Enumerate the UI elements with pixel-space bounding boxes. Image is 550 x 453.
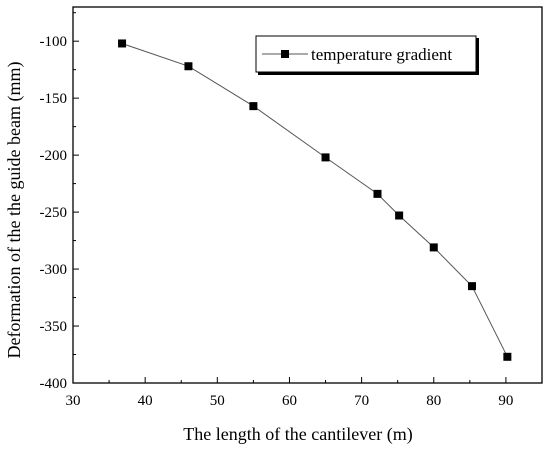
data-point bbox=[503, 352, 512, 361]
data-point bbox=[184, 62, 193, 71]
x-tick-label: 80 bbox=[426, 393, 441, 409]
x-tick-label: 40 bbox=[138, 393, 153, 409]
data-point bbox=[395, 211, 404, 220]
x-tick-label: 90 bbox=[498, 393, 513, 409]
x-tick-label: 70 bbox=[354, 393, 369, 409]
data-point bbox=[321, 153, 330, 162]
series-layer bbox=[118, 39, 512, 361]
data-point bbox=[118, 39, 127, 48]
y-tick-label: -250 bbox=[40, 205, 68, 221]
legend-shadow bbox=[258, 72, 479, 75]
y-tick-label: -200 bbox=[40, 148, 68, 164]
x-tick-label: 60 bbox=[282, 393, 297, 409]
data-point bbox=[429, 243, 438, 252]
y-tick-label: -350 bbox=[40, 319, 68, 335]
x-tick-label: 30 bbox=[66, 393, 81, 409]
data-point bbox=[249, 102, 258, 111]
y-tick-label: -150 bbox=[40, 91, 68, 107]
legend-shadow bbox=[476, 38, 479, 75]
legend: temperature gradient bbox=[255, 35, 479, 75]
ticks: 30 40 50 60 70 80 90 -100 -150 -200 -250 -300 -350 -4… bbox=[40, 12, 513, 409]
x-tick-label: 50 bbox=[210, 393, 225, 409]
legend-label: temperature gradient bbox=[311, 45, 452, 64]
y-tick-label: -100 bbox=[40, 34, 68, 50]
plot-frame bbox=[72, 6, 543, 384]
axes bbox=[72, 6, 543, 384]
legend-marker bbox=[281, 50, 289, 58]
data-point bbox=[468, 282, 477, 291]
data-point bbox=[373, 189, 382, 198]
y-axis-title: Deformation of the the guide beam (mm) bbox=[4, 62, 25, 359]
x-axis-title: The length of the cantilever (m) bbox=[183, 424, 412, 445]
series-line bbox=[121, 43, 508, 358]
y-tick-label: -300 bbox=[40, 262, 68, 278]
y-tick-label: -400 bbox=[40, 376, 68, 392]
